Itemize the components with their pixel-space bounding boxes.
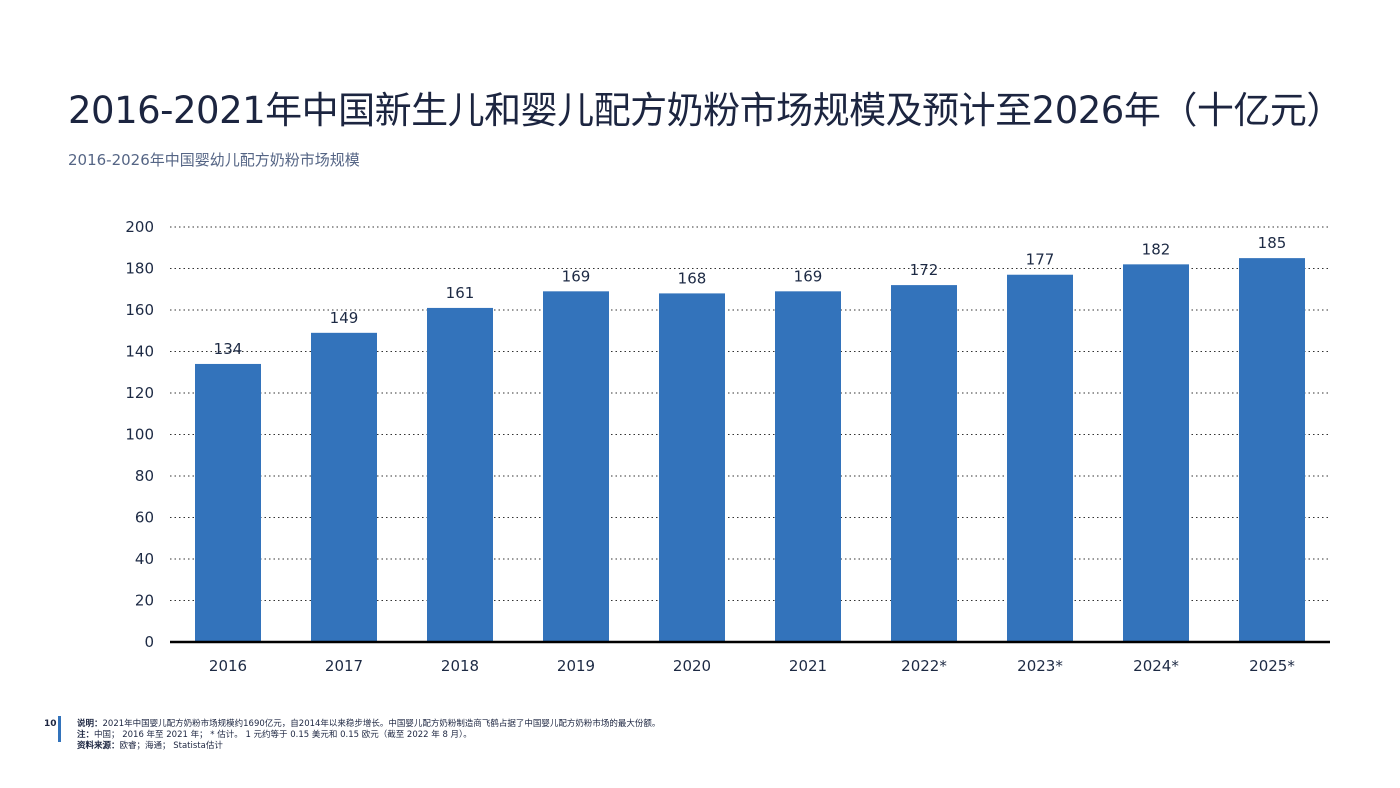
data-label: 161 bbox=[446, 284, 475, 302]
note-text: 2021年中国婴儿配方奶粉市场规模约1690亿元，自2014年以来稳步增长。中国… bbox=[102, 719, 661, 729]
footer-remark-line: 注：中国； 2016 年至 2021 年； * 估计。 1 元约等于 0.15 … bbox=[77, 730, 660, 741]
bar bbox=[891, 285, 957, 642]
footer-accent-bar bbox=[58, 716, 61, 742]
x-tick-label: 2019 bbox=[557, 657, 595, 675]
y-tick-label: 20 bbox=[135, 592, 154, 610]
source-text: 欧睿；海通； Statista估计 bbox=[119, 741, 223, 751]
page-number: 10 bbox=[44, 719, 57, 729]
y-tick-label: 0 bbox=[144, 633, 154, 651]
x-tick-label: 2024* bbox=[1133, 657, 1179, 675]
bar bbox=[311, 332, 377, 642]
footer-note-line: 说明：2021年中国婴儿配方奶粉市场规模约1690亿元，自2014年以来稳步增长… bbox=[77, 719, 660, 730]
data-label: 182 bbox=[1142, 240, 1171, 258]
footer-source-line: 资料来源：欧睿；海通； Statista估计 bbox=[77, 741, 660, 752]
x-tick-label: 2017 bbox=[325, 657, 363, 675]
bars bbox=[195, 258, 1305, 642]
data-label: 168 bbox=[678, 269, 707, 287]
y-tick-label: 160 bbox=[125, 301, 154, 319]
x-tick-label: 2020 bbox=[673, 657, 711, 675]
x-tick-label: 2022* bbox=[901, 657, 947, 675]
y-tick-label: 140 bbox=[125, 343, 154, 361]
y-tick-label: 80 bbox=[135, 467, 154, 485]
bar bbox=[427, 307, 493, 642]
y-tick-label: 40 bbox=[135, 550, 154, 568]
bar bbox=[543, 291, 609, 642]
x-tick-label: 2016 bbox=[209, 657, 247, 675]
remark-label: 注： bbox=[77, 730, 95, 740]
data-labels: 134 149 161 169 168 169 172 177 182 185 bbox=[214, 234, 1287, 358]
chart-subtitle: 2016-2026年中国婴幼儿配方奶粉市场规模 bbox=[68, 151, 360, 169]
x-tick-label: 2018 bbox=[441, 657, 479, 675]
x-tick-label: 2023* bbox=[1017, 657, 1063, 675]
y-axis-ticks: 0 20 40 60 80 100 120 140 160 180 200 bbox=[125, 218, 154, 651]
footer-notes: 说明：2021年中国婴儿配方奶粉市场规模约1690亿元，自2014年以来稳步增长… bbox=[77, 719, 660, 752]
bar-chart: 0 20 40 60 80 100 120 140 160 180 200 134 149 161 169… bbox=[125, 218, 1330, 675]
data-label: 177 bbox=[1026, 251, 1055, 269]
remark-text: 中国； 2016 年至 2021 年； * 估计。 1 元约等于 0.15 美元… bbox=[94, 730, 472, 740]
bar bbox=[775, 291, 841, 642]
y-tick-label: 200 bbox=[125, 218, 154, 236]
page-title: 2016-2021年中国新生儿和婴儿配方奶粉市场规模及预计至2026年（十亿元） bbox=[68, 89, 1343, 132]
data-label: 134 bbox=[214, 340, 243, 358]
data-label: 169 bbox=[562, 267, 591, 285]
data-label: 149 bbox=[330, 309, 359, 327]
data-label: 185 bbox=[1258, 234, 1287, 252]
bar bbox=[659, 293, 725, 642]
bar bbox=[1123, 264, 1189, 642]
y-tick-label: 120 bbox=[125, 384, 154, 402]
x-tick-label: 2025* bbox=[1249, 657, 1295, 675]
note-label: 说明： bbox=[77, 719, 103, 729]
data-label: 169 bbox=[794, 267, 823, 285]
y-tick-label: 100 bbox=[125, 426, 154, 444]
y-tick-label: 180 bbox=[125, 260, 154, 278]
bar bbox=[195, 363, 261, 642]
data-label: 172 bbox=[910, 261, 939, 279]
bar bbox=[1239, 258, 1305, 642]
source-label: 资料来源： bbox=[77, 741, 120, 751]
bar bbox=[1007, 274, 1073, 642]
x-axis-ticks: 2016 2017 2018 2019 2020 2021 2022* 2023* 2024* 2… bbox=[209, 657, 1295, 675]
x-tick-label: 2021 bbox=[789, 657, 827, 675]
y-tick-label: 60 bbox=[135, 509, 154, 527]
